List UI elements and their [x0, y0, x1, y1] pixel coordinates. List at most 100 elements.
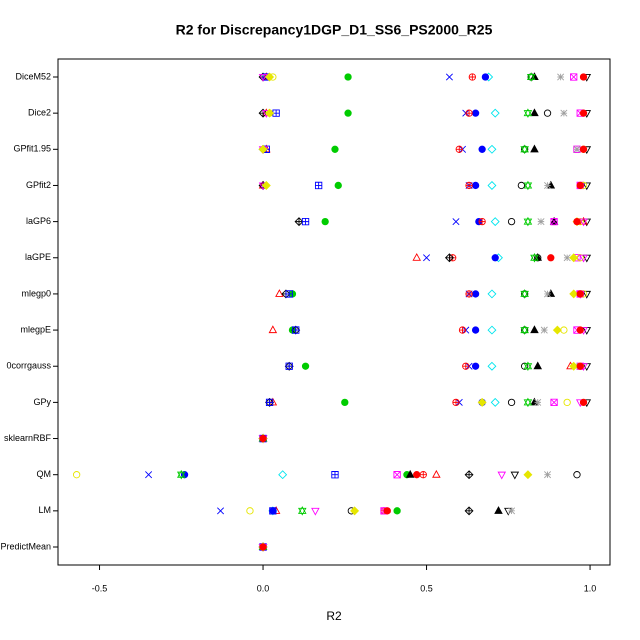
- point: [419, 471, 427, 479]
- y-tick-label: mlegp0: [21, 288, 51, 298]
- point: [487, 361, 497, 371]
- y-tick-label: sklearnRBF: [4, 433, 52, 443]
- point: [544, 471, 552, 479]
- point: [478, 218, 486, 226]
- point: [471, 181, 480, 190]
- y-tick-label: laGPE: [25, 252, 51, 262]
- point: [579, 109, 588, 117]
- point: [265, 108, 275, 118]
- point: [265, 72, 275, 82]
- point: [490, 397, 500, 407]
- y-tick-label: laGP6: [26, 216, 51, 226]
- point: [530, 252, 539, 263]
- y-tick-label: Dice2: [28, 108, 51, 118]
- point: [269, 507, 277, 515]
- point: [423, 254, 431, 262]
- point: [579, 254, 588, 263]
- point: [301, 217, 310, 226]
- point: [490, 217, 500, 227]
- y-tick-label: GPfit2: [26, 180, 51, 190]
- y-tick-label: GPy: [33, 397, 51, 407]
- point: [481, 73, 490, 81]
- plot-frame: [57, 58, 611, 566]
- point: [497, 471, 507, 480]
- point: [468, 73, 476, 81]
- point: [321, 218, 329, 226]
- point: [523, 397, 533, 408]
- point: [560, 326, 568, 334]
- point: [487, 289, 497, 299]
- point: [285, 362, 293, 370]
- point: [259, 434, 267, 443]
- x-tick-label: 0.0: [257, 583, 270, 593]
- point: [393, 471, 401, 479]
- point: [294, 217, 304, 227]
- point: [432, 469, 441, 478]
- point: [72, 471, 81, 479]
- point: [465, 290, 473, 298]
- point: [523, 108, 533, 118]
- y-tick-label: mlegpE: [20, 324, 51, 334]
- point: [217, 507, 225, 515]
- point: [573, 218, 581, 226]
- y-tick-label: 0corrgauss: [6, 361, 51, 371]
- point: [275, 289, 284, 297]
- point: [520, 289, 529, 299]
- point: [582, 290, 592, 299]
- point: [547, 254, 555, 262]
- point: [471, 290, 480, 298]
- point: [314, 181, 323, 190]
- point: [533, 361, 543, 370]
- point: [579, 73, 588, 81]
- point: [557, 73, 565, 81]
- point: [579, 398, 588, 406]
- x-tick-label: 1.0: [584, 583, 597, 593]
- point: [576, 362, 584, 370]
- point: [471, 362, 480, 370]
- point: [544, 181, 552, 189]
- point: [246, 507, 254, 515]
- point: [478, 145, 486, 153]
- point: [258, 144, 268, 154]
- point: [579, 145, 588, 153]
- point: [573, 145, 581, 153]
- point: [523, 216, 533, 227]
- point: [452, 218, 460, 226]
- point: [552, 325, 562, 335]
- point: [350, 506, 360, 516]
- point: [471, 326, 480, 334]
- point: [507, 398, 516, 406]
- point: [582, 182, 592, 191]
- point: [445, 73, 453, 81]
- point: [465, 109, 473, 117]
- point: [285, 290, 293, 298]
- point: [334, 181, 342, 190]
- point: [563, 398, 571, 406]
- point: [576, 254, 584, 262]
- point: [550, 217, 558, 226]
- x-tick-label: -0.5: [92, 583, 108, 593]
- y-tick-label: DiceM52: [15, 71, 51, 81]
- point: [413, 471, 421, 479]
- point: [490, 108, 500, 118]
- point: [530, 108, 539, 117]
- point: [494, 506, 503, 514]
- point: [569, 253, 579, 263]
- point: [465, 181, 473, 190]
- point: [444, 253, 454, 263]
- point: [504, 507, 513, 516]
- y-tick-label: QM: [37, 469, 52, 479]
- point: [520, 325, 529, 335]
- point: [452, 398, 460, 406]
- x-tick-label: 0.5: [420, 583, 433, 593]
- x-axis-label: R2: [326, 609, 342, 623]
- point: [526, 72, 536, 82]
- chart-title: R2 for Discrepancy1DGP_D1_SS6_PS2000_R25: [176, 22, 493, 38]
- point: [560, 109, 568, 117]
- point: [563, 254, 571, 262]
- point: [523, 361, 533, 372]
- point: [540, 326, 548, 334]
- point: [344, 73, 352, 81]
